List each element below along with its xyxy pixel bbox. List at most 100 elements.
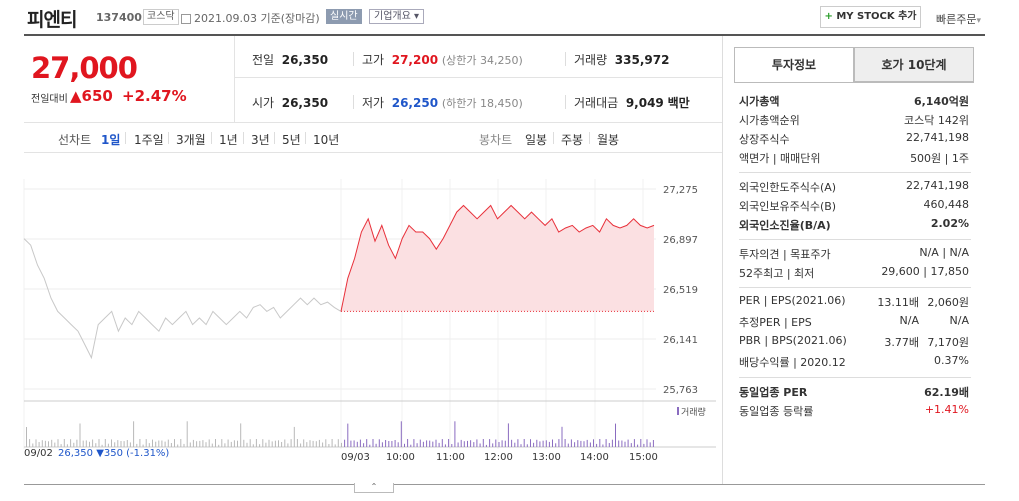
info-row-label: 상장주식수 [739,133,790,146]
volume-bar [426,440,428,447]
info-row-value: 6,140억원 [913,95,969,108]
volume-bar [218,444,220,447]
volume-bar [501,440,503,447]
volume-bar [394,440,396,447]
candle-chart-label: 봉차트 [479,133,513,147]
volume-bar [359,439,361,447]
volume-bar [95,443,97,447]
volume-bar [249,439,251,447]
valuation-row-value: N/A [949,314,969,327]
x-tick-label: 11:00 [436,452,465,463]
volume-bar [514,442,516,447]
volume-bar [262,439,264,447]
volume-bar [290,439,292,447]
volume-bar [378,439,380,447]
y-tick-label: 25,763 [663,385,698,396]
volume-bar [243,439,245,447]
tab-underline [734,82,974,83]
volume-bar [167,439,169,447]
diff-value-text: 650 [81,87,113,105]
realtime-button[interactable]: 실시간 [326,9,362,24]
high-label: 고가 [362,53,385,67]
volume-bar [627,439,629,447]
collapse-button[interactable]: ⌃ [354,483,394,493]
candle-daily[interactable]: 일봉 [525,133,548,147]
volume-bar [129,442,131,447]
candle-monthly[interactable]: 월봉 [597,133,620,147]
volume-bar [246,442,248,447]
amount-label: 거래대금 [574,96,619,110]
chevron-down-icon: ▾ [976,16,982,26]
amount-value: 9,049 [625,96,664,110]
volume-bar [32,443,34,447]
volume-bar [230,441,232,447]
volume-bar [432,441,434,447]
volume-bar [441,439,443,447]
volume-bar [202,440,204,447]
opinion-row-label: 투자의견 | 목표주가 [739,248,831,261]
prev-day-pct: (-1.31%) [126,448,170,459]
volume-bar [605,439,607,447]
period-3m[interactable]: 3개월 [176,133,206,147]
volume-bar [92,439,94,447]
amount-unit: 백만 [667,96,690,110]
period-10y[interactable]: 10년 [313,133,340,147]
period-1w[interactable]: 1주일 [134,133,164,147]
period-bar [24,122,722,153]
quick-order-button[interactable]: 빠른주문▾ [936,11,981,27]
x-tick-label: 12:00 [484,452,513,463]
period-1y[interactable]: 1년 [219,133,238,147]
volume-bar [205,442,207,447]
corp-overview-button[interactable]: 기업개요 ▾ [369,9,425,24]
volume-bar [451,444,453,447]
candle-weekly[interactable]: 주봉 [561,133,584,147]
volume-bar [186,421,188,447]
volume-bar [615,423,616,447]
volume-bar [567,443,569,447]
tab-invest-info[interactable]: 투자정보 [734,47,854,82]
side-divider [739,239,971,240]
volume-bar [189,442,191,447]
mystock-button[interactable]: + MY STOCK 추가 [820,6,921,28]
tab-hoga[interactable]: 호가 10단계 [854,47,974,82]
volume-bar [561,426,563,447]
volume-bar [208,439,210,447]
current-price: 27,000 [31,51,138,85]
period-1d[interactable]: 1일 [101,133,121,147]
opinion-row-label: 52주최고 | 최저 [739,267,815,280]
volume-bar [517,439,519,447]
volume-bar [419,439,421,447]
period-3y[interactable]: 3년 [251,133,270,147]
volume-bar [284,439,286,447]
volume-bar [233,440,235,447]
chart-grid [23,179,716,449]
volume-bar [63,439,65,447]
info-row-label: 시가총액 [739,95,780,108]
volume-bar [337,439,339,447]
valuation-row-value: 0.37% [934,354,969,367]
volume-bar [504,440,506,447]
divider [243,132,244,144]
volume-bar [174,439,175,447]
stock-name: 피엔티 [27,9,77,31]
foreign-row: 외국인소진율(B/A) 2.02% [739,217,969,235]
volume-bar [89,441,90,447]
corp-overview-label: 기업개요 [374,11,411,22]
side-divider [739,172,971,173]
volume-bar [158,440,160,447]
info-row-value: 22,741,198 [906,131,969,144]
volume-bar [511,439,513,447]
volume-bar [51,439,53,447]
volume-bar [259,444,261,447]
volume-bar [448,439,450,447]
open-label: 시가 [252,96,275,110]
side-divider [739,377,971,378]
divider [589,132,590,144]
volume-bar [624,441,626,447]
top-divider [24,34,985,36]
period-5y[interactable]: 5년 [282,133,301,147]
volume-bar [564,439,566,447]
foreign-row-label: 외국인보유주식수(B) [739,200,837,213]
volume-bar [363,443,365,447]
volume-bar [120,441,122,447]
